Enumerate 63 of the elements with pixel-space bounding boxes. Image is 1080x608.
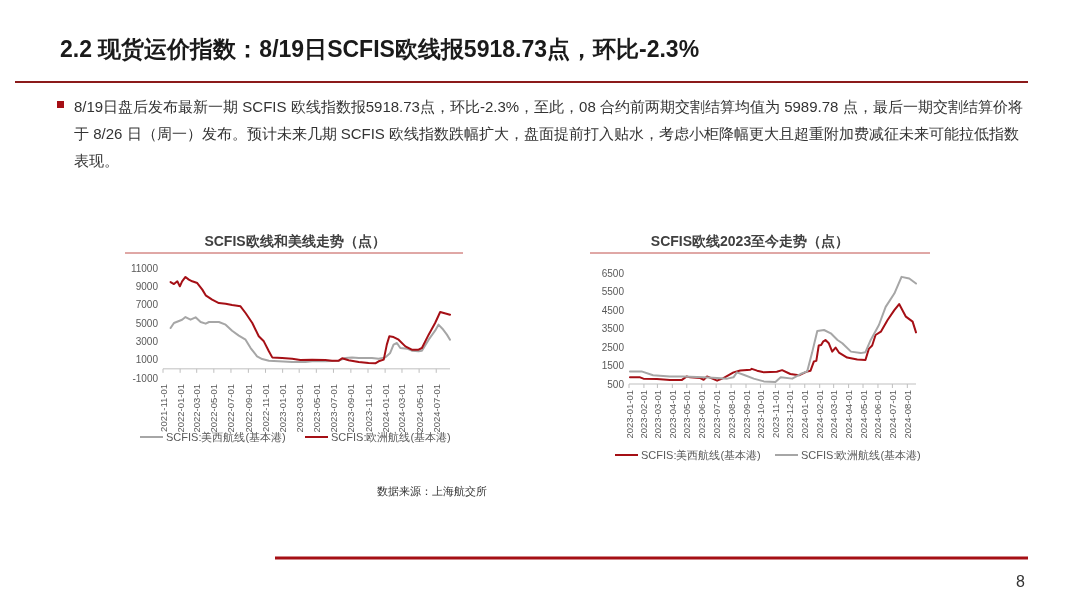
chart-title: SCFIS欧线和美线走势（点）: [204, 233, 386, 249]
x-tick-label: 2024-05-01: [857, 390, 869, 439]
x-tick-label: 2023-12-01: [784, 390, 796, 439]
x-tick-label: 2023-03-01: [293, 384, 305, 433]
source-note: 数据来源：上海航交所: [377, 485, 487, 497]
x-tick-label: 2023-09-01: [740, 390, 752, 439]
text: 8: [1016, 573, 1026, 590]
y-tick-label: 7000: [135, 299, 159, 311]
x-tick-label: 2023-02-01: [638, 390, 650, 439]
x-tick-label: 2024-07-01: [886, 390, 898, 439]
x-tick-label: 2022-05-01: [208, 384, 220, 433]
x-tick-label: 2023-03-01: [651, 390, 663, 439]
x-tick-label: 2023-05-01: [681, 390, 693, 439]
x-tick-label: 2023-11-01: [769, 390, 781, 438]
chart-title: SCFIS欧线2023至今走势（点）: [650, 233, 850, 249]
x-tick-label: 2024-02-01: [814, 390, 826, 439]
x-tick-label: 2023-05-01: [310, 384, 322, 433]
line-series: [169, 316, 451, 363]
y-tick-label: 11000: [130, 262, 159, 274]
x-tick-label: 2023-09-01: [345, 384, 357, 433]
y-tick-label: 5000: [135, 317, 159, 329]
x-tick-label: 2024-01-01: [379, 384, 391, 433]
x-tick-label: 2024-06-01: [872, 390, 884, 439]
x-tick-label: 2022-03-01: [191, 384, 203, 433]
x-tick-label: 2023-01-01: [277, 384, 289, 433]
x-tick-label: 2023-07-01: [710, 390, 722, 439]
y-tick-label: 4500: [601, 304, 625, 316]
x-tick-label: 2024-08-01: [901, 390, 913, 439]
x-tick-label: 2022-07-01: [225, 384, 237, 433]
y-tick-label: 6500: [601, 267, 625, 279]
x-tick-label: 2022-01-01: [174, 384, 186, 433]
legend-label: SCFIS:美西航线(基本港): [166, 431, 286, 443]
x-tick-label: 2024-01-01: [799, 390, 811, 439]
x-tick-label: 2022-09-01: [242, 384, 254, 433]
x-tick-label: 2024-05-01: [413, 384, 425, 433]
legend-label: SCFIS:美西航线(基本港): [641, 449, 761, 461]
line-series: [169, 275, 451, 365]
x-tick-label: 2023-08-01: [725, 390, 737, 439]
y-tick-label: -1000: [132, 372, 159, 384]
x-tick-label: 2023-06-01: [696, 390, 708, 439]
x-tick-label: 2024-04-01: [843, 390, 855, 439]
x-tick-label: 2023-07-01: [327, 384, 339, 433]
y-tick-label: 2500: [601, 341, 625, 353]
x-tick-label: 2023-11-01: [362, 384, 374, 432]
y-tick-label: 3500: [601, 323, 625, 334]
y-tick-label: 1000: [135, 354, 159, 366]
x-tick-label: 2024-03-01: [396, 384, 408, 433]
y-tick-label: 9000: [135, 280, 159, 292]
y-tick-label: 3000: [135, 335, 159, 347]
y-tick-label: 5500: [601, 286, 625, 297]
x-tick-label: 2022-11-01: [260, 384, 271, 432]
y-tick-label: 500: [607, 378, 625, 390]
x-tick-label: 2021-11-01: [157, 384, 169, 432]
y-tick-label: 1500: [601, 360, 625, 371]
legend-label: SCFIS:欧洲航线(基本港): [801, 449, 921, 461]
text: 2.2 现货运价指数：8/19日SCFIS欧线报5918.73点，环比-2.3%: [60, 36, 700, 62]
x-tick-label: 2023-10-01: [754, 390, 766, 439]
x-tick-label: 2023-04-01: [666, 390, 678, 439]
x-tick-label: 2023-01-01: [623, 390, 635, 439]
x-tick-label: 2024-03-01: [828, 390, 840, 439]
legend-label: SCFIS:欧洲航线(基本港): [331, 431, 451, 443]
x-tick-label: 2024-07-01: [430, 384, 442, 433]
text: 8/19日盘后发布最新一期 SCFIS 欧线指数报5918.73点，环比-2.3%，至此，08 合约前两期交割结算均值为 5989.78 点，最后一期交割结算价将于 8/26 日（周一）发布。预计未来几期 SCFIS 欧线指数跌幅扩大，盘面提前打入贴水，考虑小柜降幅更大且超重附加费减征未来可能拉低指数表现。: [74, 97, 1024, 171]
